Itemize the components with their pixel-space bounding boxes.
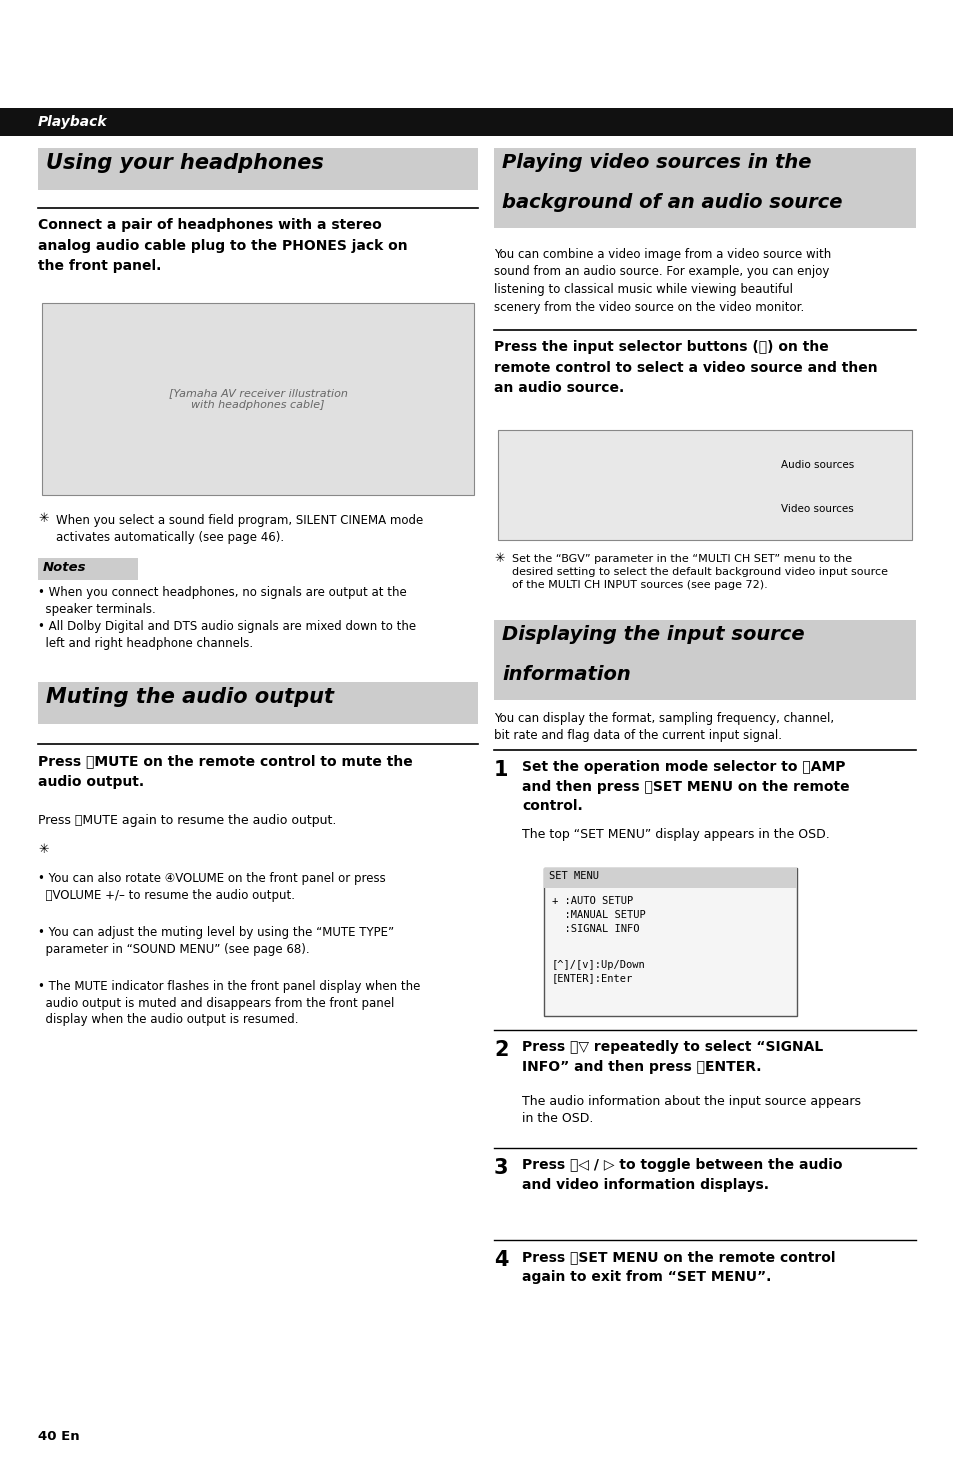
Text: Press the input selector buttons (Ⓑ) on the
remote control to select a video sou: Press the input selector buttons (Ⓑ) on … — [494, 340, 877, 396]
Text: Press ⓓ◁ / ▷ to toggle between the audio
and video information displays.: Press ⓓ◁ / ▷ to toggle between the audio… — [521, 1157, 841, 1191]
Text: The top “SET MENU” display appears in the OSD.: The top “SET MENU” display appears in th… — [521, 828, 829, 841]
Text: Press ⓓ▽ repeatedly to select “SIGNAL
INFO” and then press ⓓENTER.: Press ⓓ▽ repeatedly to select “SIGNAL IN… — [521, 1040, 822, 1074]
Text: Press ⓂMUTE again to resume the audio output.: Press ⓂMUTE again to resume the audio ou… — [38, 815, 336, 828]
Text: Displaying the input source: Displaying the input source — [501, 626, 803, 645]
Text: 40 En: 40 En — [38, 1430, 79, 1443]
Text: Using your headphones: Using your headphones — [46, 152, 323, 173]
Text: Connect a pair of headphones with a stereo
analog audio cable plug to the PHONES: Connect a pair of headphones with a ster… — [38, 218, 407, 272]
Text: ✳: ✳ — [494, 552, 504, 565]
Text: • When you connect headphones, no signals are output at the
  speaker terminals.: • When you connect headphones, no signal… — [38, 586, 406, 615]
Text: Playback: Playback — [38, 114, 108, 129]
Text: You can combine a video image from a video source with
sound from an audio sourc: You can combine a video image from a vid… — [494, 248, 830, 314]
Text: When you select a sound field program, SILENT CINEMA mode
activates automaticall: When you select a sound field program, S… — [56, 514, 423, 544]
Bar — [494, 148, 915, 229]
Text: 4: 4 — [494, 1250, 508, 1270]
Text: [^]/[v]:Up/Down
[ENTER]:Enter: [^]/[v]:Up/Down [ENTER]:Enter — [552, 960, 645, 983]
Bar — [38, 558, 138, 580]
Text: information: information — [501, 665, 630, 684]
Bar — [42, 303, 474, 495]
Text: + :AUTO SETUP
  :MANUAL SETUP
  :SIGNAL INFO: + :AUTO SETUP :MANUAL SETUP :SIGNAL INFO — [552, 897, 645, 935]
Bar — [543, 867, 797, 1017]
Bar — [38, 148, 477, 190]
Text: 2: 2 — [494, 1040, 508, 1061]
Text: Video sources: Video sources — [781, 504, 853, 514]
Text: 3: 3 — [494, 1157, 508, 1178]
Text: • You can also rotate ④VOLUME on the front panel or press
  ⓀVOLUME +/– to resum: • You can also rotate ④VOLUME on the fro… — [38, 872, 385, 901]
Text: • All Dolby Digital and DTS audio signals are mixed down to the
  left and right: • All Dolby Digital and DTS audio signal… — [38, 620, 416, 649]
Text: Notes: Notes — [43, 561, 87, 574]
Text: Press ⓂMUTE on the remote control to mute the
audio output.: Press ⓂMUTE on the remote control to mut… — [38, 754, 413, 788]
Text: • You can adjust the muting level by using the “MUTE TYPE”
  parameter in “SOUND: • You can adjust the muting level by usi… — [38, 926, 394, 955]
Text: You can display the format, sampling frequency, channel,
bit rate and flag data : You can display the format, sampling fre… — [494, 712, 833, 743]
Text: Muting the audio output: Muting the audio output — [46, 687, 334, 708]
Bar — [0, 108, 953, 136]
Bar — [497, 431, 911, 541]
Text: The audio information about the input source appears
in the OSD.: The audio information about the input so… — [521, 1094, 861, 1125]
Text: ✳: ✳ — [38, 511, 49, 524]
Text: Set the operation mode selector to ⓄAMP
and then press ⓃSET MENU on the remote
c: Set the operation mode selector to ⓄAMP … — [521, 760, 849, 813]
Text: background of an audio source: background of an audio source — [501, 193, 841, 212]
Text: Audio sources: Audio sources — [781, 460, 853, 470]
Text: Playing video sources in the: Playing video sources in the — [501, 152, 811, 171]
Bar — [543, 867, 797, 888]
Bar — [494, 620, 915, 700]
Text: • The MUTE indicator flashes in the front panel display when the
  audio output : • The MUTE indicator flashes in the fron… — [38, 980, 420, 1026]
Text: [Yamaha AV receiver illustration
with headphones cable]: [Yamaha AV receiver illustration with he… — [169, 388, 347, 410]
Text: ✳: ✳ — [38, 842, 49, 856]
Text: SET MENU: SET MENU — [548, 872, 598, 880]
Bar — [38, 683, 477, 724]
Text: Press ⓃSET MENU on the remote control
again to exit from “SET MENU”.: Press ⓃSET MENU on the remote control ag… — [521, 1250, 835, 1283]
Text: 1: 1 — [494, 760, 508, 779]
Text: Set the “BGV” parameter in the “MULTI CH SET” menu to the
desired setting to sel: Set the “BGV” parameter in the “MULTI CH… — [512, 554, 887, 589]
